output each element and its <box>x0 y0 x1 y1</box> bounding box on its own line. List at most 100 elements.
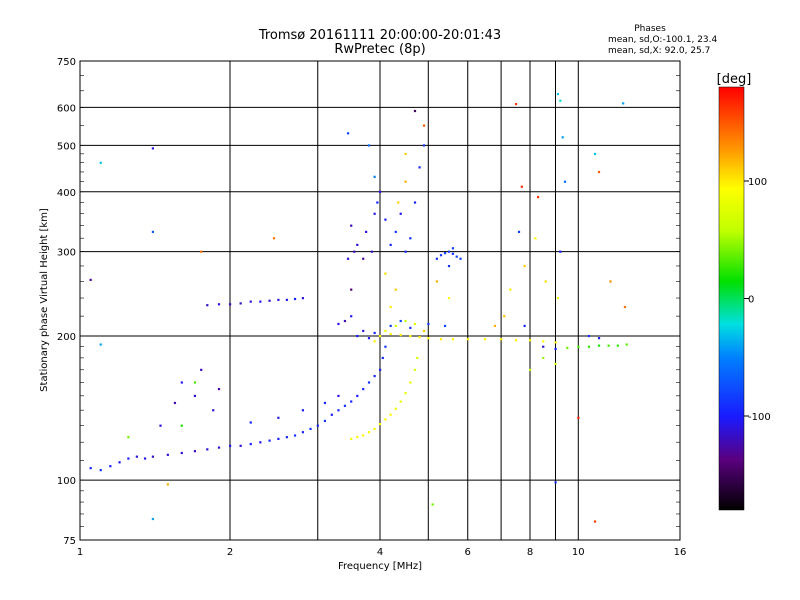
data-point <box>356 334 359 338</box>
colorbar-tick-label: -100 <box>748 412 771 423</box>
stats-line-x: mean, sd,X: 92.0, 25.7 <box>608 46 710 56</box>
data-point <box>353 250 356 253</box>
data-point <box>285 298 288 301</box>
data-point <box>384 329 387 333</box>
data-point <box>577 345 580 348</box>
data-point <box>534 237 537 240</box>
data-point <box>356 243 359 246</box>
x-tick-label: 16 <box>674 547 687 558</box>
data-point <box>587 334 591 338</box>
data-point <box>623 305 627 309</box>
data-point <box>373 175 376 178</box>
data-point <box>404 152 407 156</box>
data-point <box>277 298 280 301</box>
data-point <box>609 280 612 283</box>
data-point <box>520 185 523 188</box>
data-point <box>381 356 384 360</box>
data-point <box>239 444 242 447</box>
data-point <box>399 400 402 403</box>
data-point <box>536 196 540 199</box>
data-point <box>577 416 580 419</box>
chart-subtitle: RwPretec (8p) <box>334 42 425 57</box>
data-point <box>500 338 503 341</box>
data-point <box>362 329 365 333</box>
data-point <box>554 362 557 365</box>
data-point <box>389 305 392 309</box>
data-point <box>350 437 353 440</box>
x-tick-label: 4 <box>377 547 383 558</box>
data-point <box>249 421 252 424</box>
data-point <box>529 339 532 342</box>
data-point <box>451 252 455 255</box>
data-point <box>249 442 252 446</box>
data-point <box>285 436 288 439</box>
data-point <box>515 339 518 342</box>
x-tick-label: 2 <box>227 547 233 558</box>
x-tick-label: 6 <box>465 547 471 558</box>
data-point <box>301 297 305 300</box>
data-point <box>151 147 155 150</box>
data-point <box>413 322 417 326</box>
data-point <box>239 302 242 305</box>
data-point <box>362 434 365 437</box>
data-point <box>180 424 183 427</box>
data-point <box>542 345 545 348</box>
data-point <box>356 436 359 439</box>
data-point <box>409 334 412 338</box>
data-point <box>337 322 340 326</box>
data-point <box>607 344 610 347</box>
data-point <box>89 278 92 281</box>
data-point <box>466 338 469 341</box>
data-point <box>350 315 353 318</box>
data-point <box>301 431 305 434</box>
data-point <box>399 212 402 215</box>
data-point <box>259 441 262 444</box>
data-point <box>418 166 421 169</box>
data-point <box>249 300 252 303</box>
data-point <box>529 368 532 371</box>
data-point <box>259 300 262 303</box>
data-point <box>503 315 506 318</box>
data-point <box>397 201 400 204</box>
data-point <box>173 401 177 405</box>
data-point <box>389 332 392 336</box>
data-point <box>542 340 545 343</box>
y-tick-label: 300 <box>57 248 76 259</box>
data-point <box>337 409 340 412</box>
data-point <box>493 324 497 328</box>
data-point <box>373 331 376 335</box>
data-point <box>439 254 443 257</box>
data-point <box>523 264 526 268</box>
data-point <box>484 338 487 341</box>
data-point <box>217 303 221 306</box>
data-point <box>409 326 412 330</box>
data-point <box>193 450 197 453</box>
data-point <box>384 418 387 421</box>
data-point <box>343 404 347 407</box>
y-tick-label: 200 <box>57 332 76 343</box>
data-point <box>166 483 169 486</box>
data-point <box>447 250 451 253</box>
y-tick-label: 600 <box>57 103 76 114</box>
data-point <box>379 368 382 371</box>
data-point <box>556 297 560 300</box>
data-point <box>151 230 155 233</box>
data-point <box>427 322 430 326</box>
data-point <box>587 345 591 348</box>
data-point <box>399 319 402 323</box>
data-point <box>515 102 518 106</box>
colorbar-tick-label: 0 <box>748 295 754 306</box>
data-point <box>229 444 232 447</box>
data-point <box>350 224 353 227</box>
data-point <box>435 257 438 260</box>
data-point <box>367 144 371 147</box>
data-point <box>89 467 92 470</box>
data-point <box>625 343 628 346</box>
data-point <box>180 381 183 384</box>
data-point <box>394 230 397 233</box>
data-point <box>346 257 350 260</box>
data-point <box>544 280 547 283</box>
data-point <box>523 324 526 328</box>
y-tick-label: 75 <box>63 536 76 547</box>
